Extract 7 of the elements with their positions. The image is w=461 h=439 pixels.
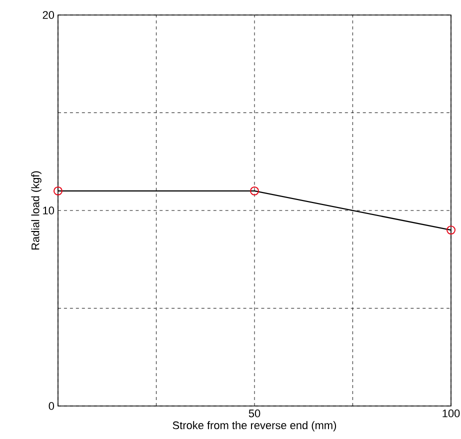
y-tick-label: 0 — [48, 402, 54, 410]
y-tick-label: 10 — [43, 206, 54, 214]
x-tick-label: 100 — [442, 410, 460, 418]
x-axis-title: Stroke from the reverse end (mm) — [172, 421, 336, 432]
y-tick-label: 20 — [42, 11, 54, 19]
x-tick-label: 50 — [248, 410, 260, 418]
y-axis-title: Radial load (kgf) — [31, 171, 42, 250]
